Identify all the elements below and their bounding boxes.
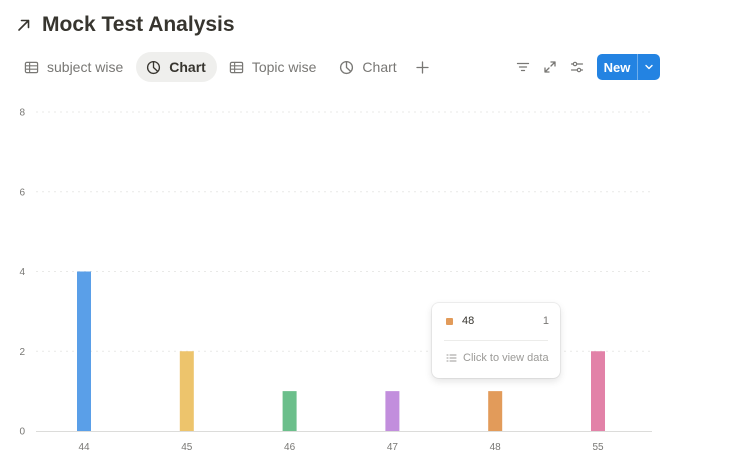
view-data-link[interactable]: Click to view data bbox=[446, 352, 549, 364]
chart-tooltip: 48 1 Click to view data bbox=[432, 303, 560, 378]
x-tick-label: 46 bbox=[284, 442, 296, 453]
plus-icon bbox=[416, 60, 429, 74]
x-tick-label: 55 bbox=[592, 442, 604, 453]
chevron-down-icon bbox=[645, 64, 653, 70]
y-tick-label: 6 bbox=[19, 187, 25, 198]
tab-chart[interactable]: Chart bbox=[136, 52, 217, 82]
tooltip-row: 48 1 bbox=[446, 315, 549, 327]
tab-label: Topic wise bbox=[251, 59, 317, 75]
tab-label: subject wise bbox=[47, 59, 124, 75]
tooltip-label: 48 bbox=[462, 315, 475, 327]
settings-button[interactable] bbox=[566, 56, 588, 78]
y-tick-label: 4 bbox=[19, 267, 25, 278]
view-data-label: Click to view data bbox=[463, 352, 549, 364]
bar-45[interactable] bbox=[179, 351, 194, 431]
new-dropdown-button[interactable] bbox=[637, 54, 660, 80]
table-icon bbox=[24, 61, 39, 73]
bar-47[interactable] bbox=[385, 391, 400, 431]
x-tick-label: 47 bbox=[387, 442, 399, 453]
tooltip-swatch bbox=[446, 317, 453, 325]
filter-icon bbox=[516, 62, 530, 72]
arrow-up-right-icon[interactable] bbox=[16, 17, 32, 33]
sliders-icon bbox=[570, 61, 584, 73]
table-icon bbox=[229, 61, 244, 73]
view-tabs: subject wise Chart Topic wise Chart bbox=[14, 52, 434, 82]
x-axis-ticks: 44 45 46 47 48 55 bbox=[78, 442, 604, 453]
chart-gridlines bbox=[36, 111, 652, 352]
add-view-button[interactable] bbox=[412, 56, 434, 78]
tab-topic-wise[interactable]: Topic wise bbox=[219, 52, 328, 82]
y-tick-label: 0 bbox=[19, 427, 25, 438]
expand-icon bbox=[544, 61, 556, 73]
bar-44[interactable] bbox=[77, 271, 91, 432]
bar-55[interactable] bbox=[591, 351, 605, 431]
tooltip-value: 1 bbox=[542, 315, 549, 327]
page-title: Mock Test Analysis bbox=[42, 13, 235, 36]
expand-button[interactable] bbox=[539, 56, 561, 78]
tab-label: Chart bbox=[169, 59, 206, 75]
tab-subject-wise[interactable]: subject wise bbox=[14, 52, 134, 82]
chart-icon bbox=[340, 60, 354, 74]
new-button-group: New bbox=[597, 54, 660, 80]
tab-label: Chart bbox=[362, 59, 397, 75]
x-tick-label: 48 bbox=[490, 442, 502, 453]
y-axis-ticks: 0 2 4 6 8 bbox=[19, 108, 25, 438]
chart-bars bbox=[77, 271, 605, 432]
y-tick-label: 8 bbox=[19, 108, 25, 119]
y-tick-label: 2 bbox=[19, 347, 25, 358]
x-tick-label: 45 bbox=[181, 442, 193, 453]
new-button[interactable]: New bbox=[603, 59, 631, 75]
bar-48[interactable] bbox=[488, 391, 503, 431]
tab-chart-2[interactable]: Chart bbox=[329, 52, 407, 82]
list-icon bbox=[446, 354, 457, 362]
view-toolbar: New bbox=[512, 54, 660, 80]
bar-46[interactable] bbox=[282, 391, 297, 431]
tooltip-divider bbox=[444, 340, 548, 341]
filter-button[interactable] bbox=[512, 56, 534, 78]
page-header: Mock Test Analysis bbox=[16, 10, 235, 40]
chart-icon bbox=[147, 60, 161, 74]
x-tick-label: 44 bbox=[78, 442, 90, 453]
